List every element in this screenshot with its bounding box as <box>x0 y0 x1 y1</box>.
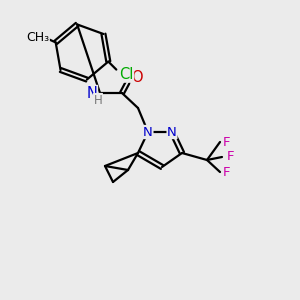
Text: N: N <box>143 125 153 139</box>
Text: Cl: Cl <box>119 67 134 82</box>
Text: F: F <box>223 166 231 178</box>
Text: F: F <box>226 151 234 164</box>
Text: N: N <box>167 125 177 139</box>
Text: F: F <box>223 136 231 148</box>
Text: N: N <box>87 85 98 100</box>
Text: O: O <box>131 70 143 86</box>
Text: CH₃: CH₃ <box>26 31 49 44</box>
Text: H: H <box>94 94 102 106</box>
